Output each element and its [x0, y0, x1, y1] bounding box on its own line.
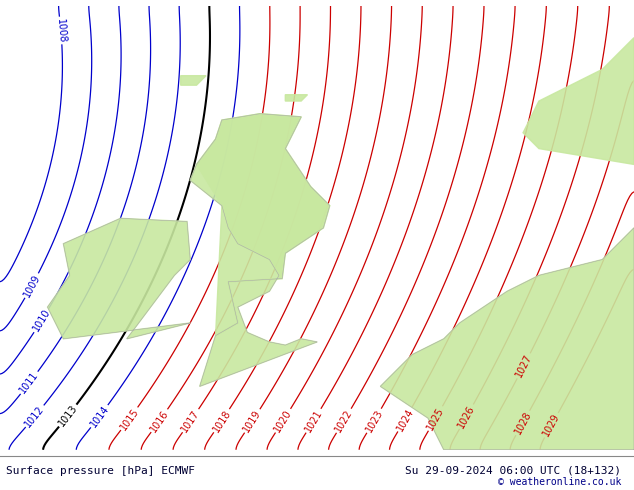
Polygon shape: [48, 219, 190, 339]
Polygon shape: [285, 95, 307, 101]
Text: 1014: 1014: [88, 403, 111, 429]
Text: 1010: 1010: [31, 307, 52, 334]
Polygon shape: [380, 228, 634, 450]
Text: 1028: 1028: [512, 410, 533, 436]
Text: 1019: 1019: [242, 408, 263, 434]
Text: Su 29-09-2024 06:00 UTC (18+132): Su 29-09-2024 06:00 UTC (18+132): [405, 466, 621, 476]
Text: 1009: 1009: [22, 272, 42, 299]
Polygon shape: [523, 38, 634, 165]
Text: 1011: 1011: [18, 370, 41, 395]
Text: 1012: 1012: [23, 404, 46, 429]
Polygon shape: [181, 75, 206, 85]
Text: 1021: 1021: [303, 408, 324, 434]
Text: 1008: 1008: [55, 18, 67, 43]
Text: 1027: 1027: [514, 353, 534, 379]
Text: 1018: 1018: [210, 408, 233, 434]
Text: Surface pressure [hPa] ECMWF: Surface pressure [hPa] ECMWF: [6, 466, 195, 476]
Text: 1023: 1023: [363, 408, 385, 434]
Text: 1022: 1022: [333, 408, 354, 434]
Text: 1017: 1017: [179, 408, 202, 434]
Polygon shape: [197, 114, 330, 336]
Polygon shape: [190, 114, 330, 386]
Text: © weatheronline.co.uk: © weatheronline.co.uk: [498, 477, 621, 487]
Text: 1016: 1016: [148, 408, 171, 434]
Text: 1029: 1029: [541, 412, 562, 439]
Text: 1013: 1013: [56, 403, 79, 428]
Text: 1025: 1025: [425, 405, 446, 432]
Text: 1026: 1026: [456, 403, 477, 430]
Text: 1024: 1024: [394, 406, 415, 433]
Text: 1020: 1020: [273, 408, 294, 434]
Text: 1015: 1015: [118, 406, 141, 432]
